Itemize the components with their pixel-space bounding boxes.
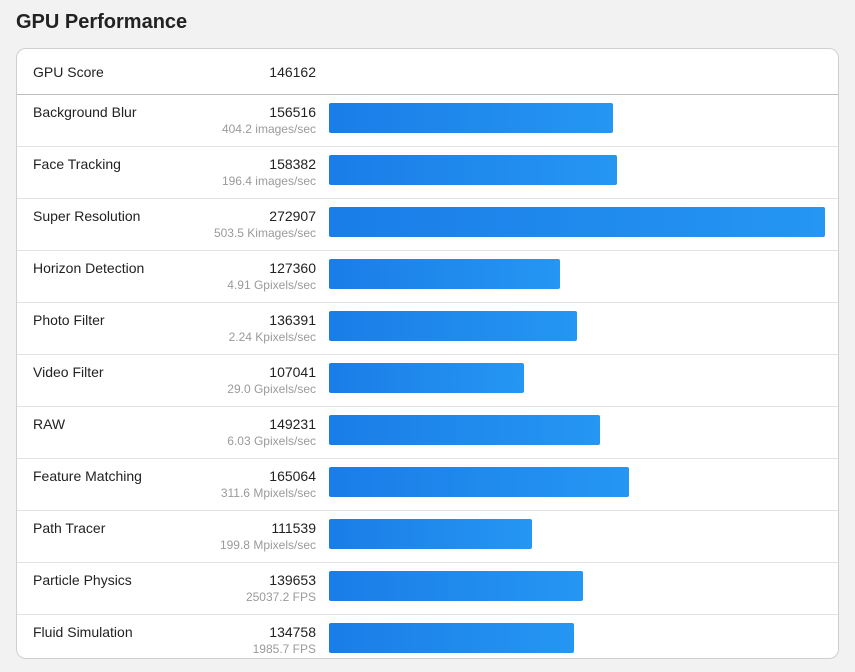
table-row: RAW 149231 6.03 Gpixels/sec bbox=[17, 407, 838, 459]
workload-list: Background Blur 156516 404.2 images/sec Fac… bbox=[17, 95, 838, 658]
workload-rate: 2.24 Kpixels/sec bbox=[228, 330, 316, 344]
bar-track bbox=[329, 207, 825, 237]
workload-score: 165064 bbox=[269, 468, 316, 484]
bar-track bbox=[329, 103, 825, 133]
bar-track bbox=[329, 259, 825, 289]
table-row: Horizon Detection 127360 4.91 Gpixels/sec bbox=[17, 251, 838, 303]
workload-score: 149231 bbox=[269, 416, 316, 432]
bar-track bbox=[329, 363, 825, 393]
workload-score: 134758 bbox=[269, 624, 316, 640]
workload-rate: 311.6 Mpixels/sec bbox=[220, 486, 316, 500]
workload-label: Photo Filter bbox=[33, 312, 105, 328]
workload-label: Video Filter bbox=[33, 364, 104, 380]
workload-score: 111539 bbox=[271, 520, 316, 536]
score-bar bbox=[329, 103, 613, 133]
bar-track bbox=[329, 311, 825, 341]
score-bar bbox=[329, 519, 532, 549]
workload-score: 127360 bbox=[269, 260, 316, 276]
gpu-score-value: 146162 bbox=[269, 64, 316, 80]
workload-rate: 4.91 Gpixels/sec bbox=[227, 278, 316, 292]
workload-label: Horizon Detection bbox=[33, 260, 145, 276]
score-bar bbox=[329, 363, 524, 393]
workload-rate: 1985.7 FPS bbox=[252, 642, 316, 656]
workload-label: Face Tracking bbox=[33, 156, 121, 172]
score-bar bbox=[329, 571, 583, 601]
bar-track bbox=[329, 519, 825, 549]
workload-rate: 404.2 images/sec bbox=[221, 122, 316, 136]
workload-label: Super Resolution bbox=[33, 208, 141, 224]
score-bar bbox=[329, 155, 617, 185]
results-card: GPU Score 146162 Background Blur 156516 40… bbox=[16, 48, 839, 659]
gpu-score-row: GPU Score 146162 bbox=[17, 49, 838, 95]
workload-score: 139653 bbox=[269, 572, 316, 588]
workload-label: Feature Matching bbox=[33, 468, 142, 484]
table-row: Video Filter 107041 29.0 Gpixels/sec bbox=[17, 355, 838, 407]
workload-score: 272907 bbox=[269, 208, 316, 224]
bar-track bbox=[329, 155, 825, 185]
bar-track bbox=[329, 467, 825, 497]
table-row: Fluid Simulation 134758 1985.7 FPS bbox=[17, 615, 838, 658]
workload-label: RAW bbox=[33, 416, 66, 432]
bar-track bbox=[329, 623, 825, 653]
workload-label: Path Tracer bbox=[33, 520, 106, 536]
page-title: GPU Performance bbox=[16, 11, 188, 33]
workload-label: Background Blur bbox=[33, 104, 137, 120]
bar-track bbox=[329, 571, 825, 601]
table-row: Super Resolution 272907 503.5 Kimages/sec bbox=[17, 199, 838, 251]
workload-rate: 6.03 Gpixels/sec bbox=[227, 434, 316, 448]
workload-score: 136391 bbox=[269, 312, 316, 328]
workload-score: 158382 bbox=[269, 156, 316, 172]
gpu-score-label: GPU Score bbox=[33, 64, 104, 80]
score-bar bbox=[329, 259, 560, 289]
workload-score: 156516 bbox=[269, 104, 316, 120]
table-row: Path Tracer 111539 199.8 Mpixels/sec bbox=[17, 511, 838, 563]
score-bar bbox=[329, 415, 600, 445]
score-bar bbox=[329, 623, 574, 653]
bar-track bbox=[329, 415, 825, 445]
workload-label: Particle Physics bbox=[33, 572, 132, 588]
workload-rate: 503.5 Kimages/sec bbox=[213, 226, 316, 240]
workload-rate: 196.4 images/sec bbox=[221, 174, 316, 188]
table-row: Photo Filter 136391 2.24 Kpixels/sec bbox=[17, 303, 838, 355]
workload-rate: 29.0 Gpixels/sec bbox=[227, 382, 316, 396]
workload-rate: 25037.2 FPS bbox=[245, 590, 316, 604]
workload-score: 107041 bbox=[269, 364, 316, 380]
workload-label: Fluid Simulation bbox=[33, 624, 133, 640]
table-row: Particle Physics 139653 25037.2 FPS bbox=[17, 563, 838, 615]
table-row: Background Blur 156516 404.2 images/sec bbox=[17, 95, 838, 147]
score-bar bbox=[329, 207, 825, 237]
table-row: Face Tracking 158382 196.4 images/sec bbox=[17, 147, 838, 199]
workload-rate: 199.8 Mpixels/sec bbox=[219, 538, 316, 552]
table-row: Feature Matching 165064 311.6 Mpixels/sec bbox=[17, 459, 838, 511]
score-bar bbox=[329, 467, 629, 497]
score-bar bbox=[329, 311, 577, 341]
